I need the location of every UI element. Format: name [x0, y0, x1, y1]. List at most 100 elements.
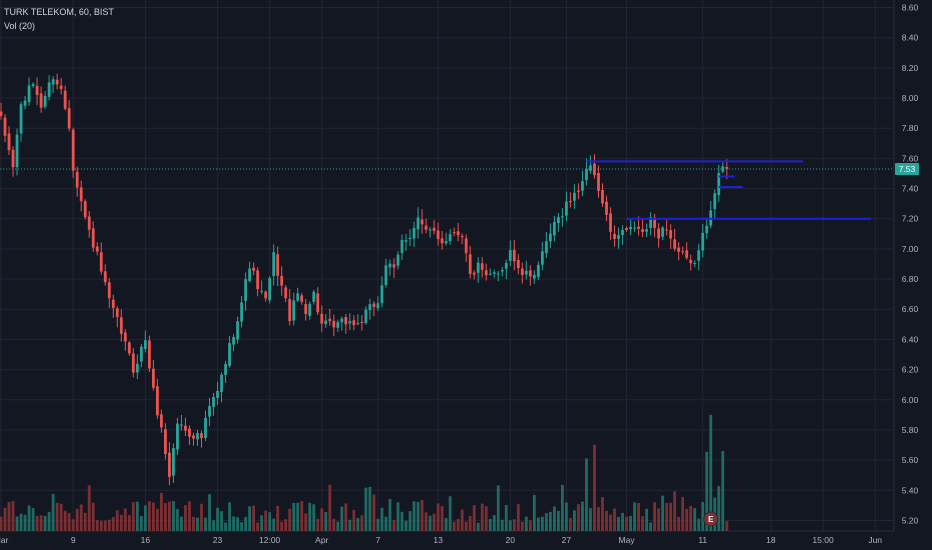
volume-bar	[641, 516, 644, 531]
candle-body	[452, 232, 456, 234]
x-tick-label: 7	[376, 535, 381, 545]
volume-bar	[7, 501, 11, 531]
candle-body	[693, 262, 697, 264]
earnings-event-icon[interactable]	[703, 511, 719, 527]
volume-bar	[248, 506, 252, 531]
candle-body	[573, 192, 576, 201]
candle-body	[677, 247, 681, 252]
candle-body	[444, 241, 448, 244]
volume-bar	[43, 515, 47, 531]
volume-bar	[601, 497, 604, 531]
volume-bar	[673, 491, 677, 531]
volume-bar	[396, 502, 400, 531]
volume-bar	[661, 495, 665, 531]
candle-body	[641, 229, 644, 232]
y-tick-label: 8.40	[902, 33, 919, 43]
volume-bar	[47, 511, 51, 531]
candle-body	[83, 200, 87, 218]
volume-bar	[472, 505, 476, 531]
candle-body	[492, 272, 496, 274]
symbol-title[interactable]: TURK TELEKOM, 60, BIST	[4, 7, 114, 17]
volume-bar	[59, 503, 63, 531]
volume-bar	[593, 444, 596, 531]
volume-bar	[701, 502, 705, 531]
volume-bar	[99, 520, 103, 531]
candle-body	[380, 285, 384, 304]
y-tick-label: 5.80	[902, 425, 919, 435]
candle-body	[27, 85, 31, 103]
candle-body	[111, 299, 115, 309]
candle-body	[268, 277, 272, 301]
candle-body	[717, 173, 721, 196]
volume-bar	[653, 502, 657, 531]
volume-bar	[649, 522, 653, 531]
candle-body	[272, 252, 276, 277]
candle-body	[705, 225, 709, 234]
volume-bar	[131, 502, 135, 531]
candle-body	[360, 321, 364, 323]
candle-body	[31, 84, 35, 87]
volume-bar	[264, 510, 268, 531]
volume-bar	[392, 519, 396, 531]
volume-bar	[416, 501, 420, 531]
candle-body	[324, 320, 328, 325]
candle-body	[204, 418, 207, 438]
earnings-event-label[interactable]: E	[708, 515, 714, 524]
volume-bar	[240, 522, 243, 531]
volume-bar	[512, 519, 516, 531]
volume-bar	[705, 451, 709, 531]
candle-body	[184, 425, 187, 431]
volume-indicator-label[interactable]: Vol (20)	[4, 21, 36, 31]
candle-body	[565, 201, 568, 216]
candle-body	[91, 228, 95, 248]
candle-body	[352, 320, 356, 326]
candle-body	[164, 429, 167, 455]
volume-bar	[336, 521, 340, 531]
volume-bar	[669, 502, 673, 531]
volume-bar	[597, 507, 600, 531]
candle-body	[312, 291, 316, 302]
candle-body	[79, 187, 83, 202]
volume-bar	[500, 519, 504, 531]
candle-body	[456, 231, 460, 236]
volume-bar	[19, 513, 23, 531]
volume-bar	[681, 496, 685, 531]
volume-bar	[135, 501, 139, 531]
volume-bar	[432, 513, 436, 531]
candle-body	[689, 259, 693, 264]
volume-bar	[103, 520, 107, 531]
x-tick-label: 11	[698, 535, 707, 545]
volume-bar	[324, 512, 328, 531]
candle-body	[19, 104, 23, 134]
candle-body	[188, 428, 191, 437]
candle-body	[280, 275, 284, 286]
volume-bar	[368, 486, 372, 531]
volume-bar	[552, 506, 556, 531]
volume-bar	[232, 516, 235, 531]
candle-body	[412, 227, 416, 239]
volume-bar	[123, 508, 127, 531]
volume-bar	[412, 501, 416, 531]
candle-body	[208, 406, 211, 417]
volume-bar	[332, 518, 336, 531]
candle-body	[400, 239, 404, 253]
volume-bar	[460, 509, 464, 531]
candle-body	[248, 268, 252, 281]
volume-bar	[400, 511, 404, 531]
y-tick-label: 8.00	[902, 93, 919, 103]
volume-bar	[11, 501, 15, 531]
candle-body	[561, 216, 564, 218]
candle-body	[127, 342, 131, 354]
volume-bar	[39, 515, 43, 531]
y-tick-label: 7.60	[902, 153, 919, 163]
y-tick-label: 7.20	[902, 214, 919, 224]
candle-body	[51, 79, 55, 85]
candle-body	[332, 320, 336, 328]
volume-bar	[524, 516, 528, 531]
volume-bar	[79, 504, 83, 531]
volume-bar	[516, 504, 520, 531]
volume-bar	[633, 502, 636, 531]
candle-body	[697, 250, 701, 261]
